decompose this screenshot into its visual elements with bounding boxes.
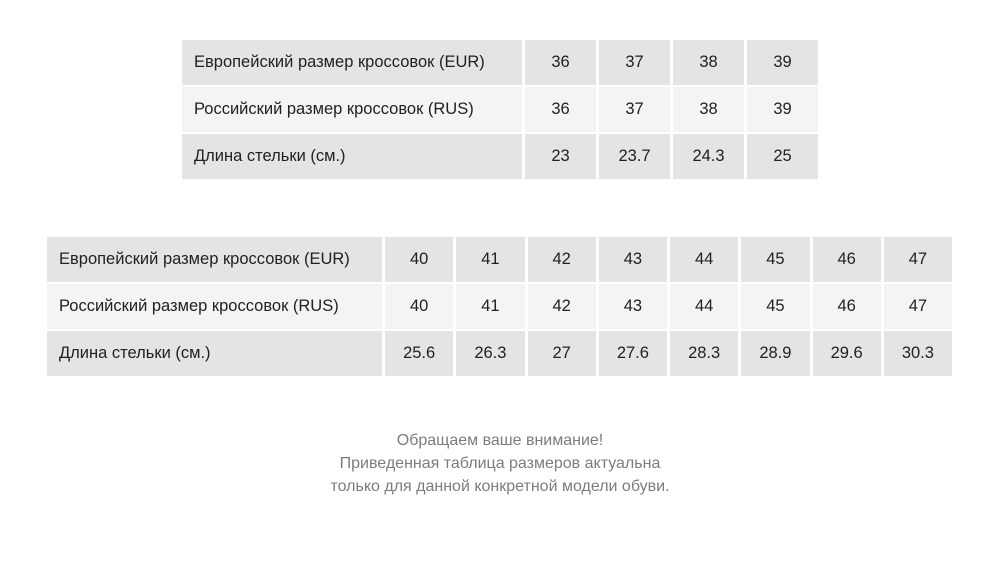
size-value-cell: 23 bbox=[522, 134, 596, 179]
size-value-cell: 37 bbox=[596, 40, 670, 85]
row-label-cell: Европейский размер кроссовок (EUR) bbox=[59, 250, 350, 268]
size-value-cell: 47 bbox=[880, 284, 952, 329]
table-row: Европейский размер кроссовок (EUR) 40 41 42… bbox=[47, 237, 952, 282]
size-value-cell: 44 bbox=[667, 284, 738, 329]
size-value-cell: 40 bbox=[382, 237, 453, 282]
size-value-cell: 25 bbox=[744, 134, 818, 179]
size-value-cell: 30.3 bbox=[880, 331, 952, 376]
size-chart-note: Обращаем ваше внимание! Приведенная табл… bbox=[0, 429, 1000, 498]
size-value-cell: 41 bbox=[453, 284, 524, 329]
size-value-cell: 39 bbox=[744, 40, 818, 85]
size-value-cell: 42 bbox=[524, 284, 596, 329]
row-label-cell: Длина стельки (см.) bbox=[59, 344, 211, 362]
size-value-cell: 29.6 bbox=[809, 331, 881, 376]
size-value-cell: 47 bbox=[880, 237, 952, 282]
size-value-cell: 28.9 bbox=[738, 331, 809, 376]
table-row: Длина стельки (см.) 25.6 26.3 27 27.6 28.3 28.… bbox=[47, 331, 952, 376]
note-line-1: Обращаем ваше внимание! bbox=[396, 432, 604, 449]
size-value-cell: 25.6 bbox=[382, 331, 453, 376]
table-row: Российский размер кроссовок (RUS) 40 41 42 4… bbox=[47, 284, 952, 329]
table-row: Длина стельки (см.) 23 23.7 24.3 25 bbox=[182, 134, 818, 179]
size-value-cell: 23.7 bbox=[596, 134, 670, 179]
size-value-cell: 42 bbox=[524, 237, 596, 282]
size-value-cell: 41 bbox=[453, 237, 524, 282]
size-value-cell: 38 bbox=[670, 40, 744, 85]
size-value-cell: 45 bbox=[738, 237, 809, 282]
size-value-cell: 36 bbox=[522, 40, 596, 85]
size-value-cell: 46 bbox=[809, 237, 881, 282]
size-value-cell: 45 bbox=[738, 284, 809, 329]
row-label-cell: Длина стельки (см.) bbox=[194, 147, 346, 165]
size-value-cell: 44 bbox=[667, 237, 738, 282]
row-label-cell: Российский размер кроссовок (RUS) bbox=[194, 100, 474, 118]
size-table-large: Европейский размер кроссовок (EUR) 40 41 42… bbox=[47, 237, 952, 378]
size-value-cell: 43 bbox=[595, 284, 667, 329]
row-label-cell: Европейский размер кроссовок (EUR) bbox=[194, 53, 485, 71]
size-value-cell: 27.6 bbox=[595, 331, 667, 376]
size-value-cell: 40 bbox=[382, 284, 453, 329]
size-value-cell: 28.3 bbox=[667, 331, 738, 376]
size-value-cell: 38 bbox=[670, 87, 744, 132]
row-label-cell: Российский размер кроссовок (RUS) bbox=[59, 297, 339, 315]
size-value-cell: 39 bbox=[744, 87, 818, 132]
size-value-cell: 36 bbox=[522, 87, 596, 132]
size-value-cell: 37 bbox=[596, 87, 670, 132]
note-line-3: только для данной конкретной модели обув… bbox=[330, 478, 670, 495]
size-value-cell: 27 bbox=[524, 331, 596, 376]
size-value-cell: 26.3 bbox=[453, 331, 524, 376]
note-line-2: Приведенная таблица размеров актуальна bbox=[339, 455, 661, 472]
size-value-cell: 46 bbox=[809, 284, 881, 329]
size-table-small: Европейский размер кроссовок (EUR) 36 37 38… bbox=[182, 40, 818, 181]
size-value-cell: 24.3 bbox=[670, 134, 744, 179]
table-row: Российский размер кроссовок (RUS) 36 37 38 3… bbox=[182, 87, 818, 132]
table-row: Европейский размер кроссовок (EUR) 36 37 38… bbox=[182, 40, 818, 85]
size-value-cell: 43 bbox=[595, 237, 667, 282]
